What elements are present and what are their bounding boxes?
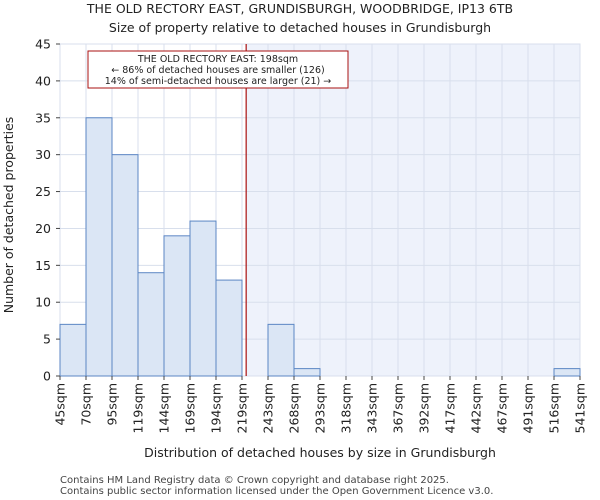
x-tick-label: 516sqm: [547, 383, 562, 433]
x-tick-label: 467sqm: [495, 383, 510, 433]
y-tick-label: 30: [35, 147, 51, 162]
bar-119sqm: [137, 272, 165, 377]
annotation-border: [87, 50, 349, 89]
y-tick-label: 25: [35, 184, 51, 199]
x-tick-label: 293sqm: [313, 383, 328, 433]
annotation-line-1: THE OLD RECTORY EAST: 198sqm: [137, 54, 298, 65]
x-tick-label: 268sqm: [287, 383, 302, 433]
x-tick-label: 541sqm: [573, 383, 588, 433]
x-tick-label: 491sqm: [521, 383, 536, 433]
x-tick-label: 95sqm: [105, 383, 120, 426]
bar-169sqm: [189, 220, 217, 377]
x-tick-label: 417sqm: [443, 383, 458, 433]
bar-268sqm: [293, 368, 321, 377]
y-tick-label: 20: [35, 221, 51, 236]
y-tick-label: 40: [35, 73, 51, 88]
bar-516sqm: [553, 368, 581, 377]
bar-243sqm: [267, 323, 295, 377]
bar-144sqm: [163, 235, 191, 377]
bar-45sqm: [59, 323, 87, 377]
bar-70sqm: [85, 117, 113, 377]
bar-95sqm: [111, 154, 139, 377]
annotation-line-3: 14% of semi-detached houses are larger (…: [105, 76, 332, 87]
x-tick-label: 392sqm: [417, 383, 432, 433]
x-tick-label: 70sqm: [79, 383, 94, 426]
x-tick-label: 367sqm: [391, 383, 406, 433]
x-tick-label: 343sqm: [365, 383, 380, 433]
x-tick-label: 169sqm: [183, 383, 198, 433]
x-tick-label: 45sqm: [53, 383, 68, 426]
y-axis-label: Number of detached properties: [1, 117, 16, 314]
footer-line-2: Contains public sector information licen…: [60, 486, 493, 497]
bar-194sqm: [215, 279, 243, 377]
chart-subtitle: Size of property relative to detached ho…: [109, 20, 491, 35]
x-tick-label: 144sqm: [157, 383, 172, 433]
annotation-box: THE OLD RECTORY EAST: 198sqm ← 86% of de…: [87, 50, 349, 89]
y-tick-label: 10: [35, 295, 51, 310]
y-tick-label: 35: [35, 110, 51, 125]
y-tick-label: 45: [35, 37, 51, 52]
x-tick-label: 119sqm: [131, 383, 146, 433]
annotation-line-2: ← 86% of detached houses are smaller (12…: [111, 65, 324, 76]
y-tick-label: 5: [43, 332, 51, 347]
x-tick-label: 243sqm: [261, 383, 276, 433]
chart-title: THE OLD RECTORY EAST, GRUNDISBURGH, WOOD…: [86, 1, 513, 16]
y-tick-label: 15: [35, 258, 51, 273]
x-tick-label: 442sqm: [469, 383, 484, 433]
highlight-region: [246, 44, 580, 376]
y-tick-label: 0: [43, 369, 51, 384]
x-tick-label: 318sqm: [339, 383, 354, 433]
footer-line-1: Contains HM Land Registry data © Crown c…: [60, 475, 449, 486]
x-axis-label: Distribution of detached houses by size …: [144, 445, 496, 460]
x-tick-label: 194sqm: [209, 383, 224, 433]
x-tick-label: 219sqm: [235, 383, 250, 433]
